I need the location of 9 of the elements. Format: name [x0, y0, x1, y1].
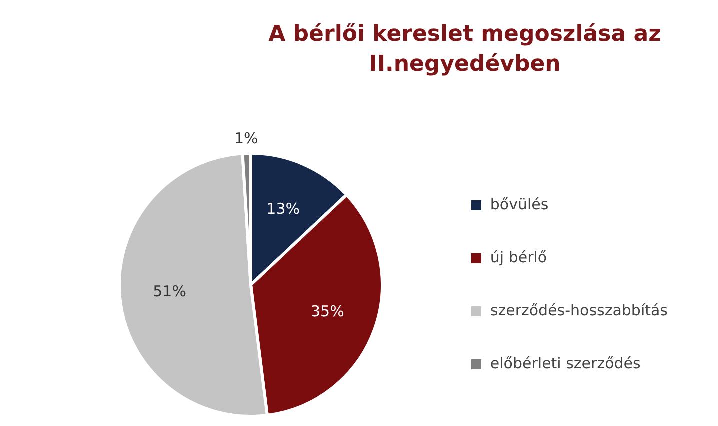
- legend-label: szerződés-hosszabbítás: [490, 301, 668, 320]
- legend-label: előbérleti szerződés: [490, 354, 641, 372]
- legend-label: új bérlő: [490, 248, 548, 266]
- data-label: 51%: [153, 282, 186, 301]
- data-label: 1%: [234, 129, 258, 148]
- data-label: 35%: [310, 302, 344, 321]
- chart-title: A bérlői kereslet megoszlása az II.negyedévben: [268, 21, 662, 79]
- data-label: 13%: [266, 200, 300, 218]
- legend-label: bővülés: [490, 195, 549, 214]
